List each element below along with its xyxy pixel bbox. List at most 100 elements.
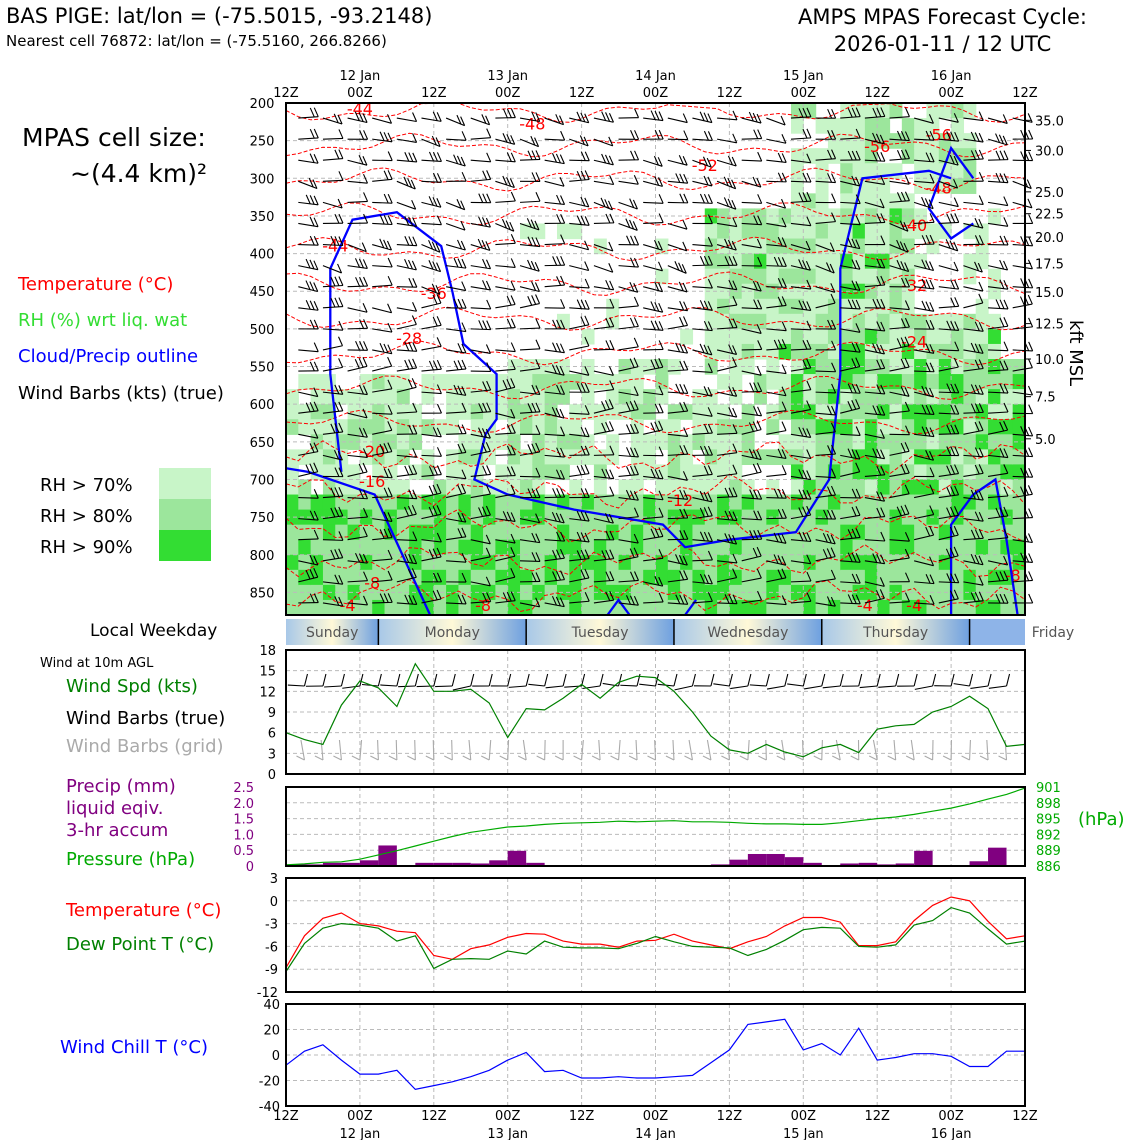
wind-y-tick: 12	[259, 685, 276, 700]
wind-barb-feather	[583, 136, 589, 147]
rh-cell	[286, 419, 299, 435]
rh-cell	[926, 449, 940, 466]
wind-barb-feather	[383, 487, 389, 498]
wind-barb-feather	[876, 276, 882, 286]
wind-barb-feather	[404, 216, 410, 226]
rh-cell	[655, 268, 669, 285]
wind-barb-feather	[978, 195, 984, 205]
rh-cell	[741, 419, 755, 435]
rh-cell	[790, 464, 804, 481]
rh-cell	[766, 374, 780, 390]
wind-barb-shaft	[667, 496, 688, 500]
wind-barb-feather	[412, 217, 418, 227]
grid-wind-feather	[444, 755, 453, 761]
wind-barb-shaft	[544, 159, 565, 165]
wind-barb-feather	[802, 107, 808, 118]
wind-frame	[285, 649, 1026, 775]
wind-barb-shaft	[889, 493, 910, 499]
rh-cell	[655, 389, 669, 405]
rh-cell	[347, 524, 361, 541]
wind-barb-shaft	[618, 539, 639, 544]
wind-barb-feather	[904, 504, 910, 515]
rh-cell	[877, 569, 891, 586]
wind-barb-feather	[334, 423, 340, 433]
wind-barb-feather	[929, 320, 935, 330]
wind-barb-shaft	[519, 117, 540, 123]
rh-cell	[803, 103, 817, 119]
rh-cell	[889, 389, 903, 405]
wind-barb-shaft	[618, 305, 639, 309]
cell-size-title: MPAS cell size:	[22, 123, 206, 152]
wind-barb-feather	[461, 359, 467, 370]
wind-barb-feather	[950, 464, 956, 475]
rh-cell	[556, 374, 570, 390]
wind-barb-shaft	[618, 391, 639, 397]
wind-barb-feather	[313, 401, 319, 412]
wind-barb-shaft	[1012, 493, 1033, 499]
grid-wind-barb	[377, 739, 379, 761]
precip-bar	[969, 861, 989, 866]
true-wind-barb	[582, 685, 601, 690]
wind-barb-feather	[855, 426, 861, 436]
wind-barb-feather	[633, 447, 639, 458]
wind-barb-feather	[362, 385, 368, 395]
rh-cell	[951, 313, 965, 330]
wind-barb-feather	[904, 357, 910, 368]
rh-cell	[384, 599, 398, 616]
wind-barb-feather	[903, 222, 909, 232]
wind-barb-shaft	[889, 513, 910, 520]
rh-cell	[963, 464, 977, 481]
rh-cell	[446, 479, 460, 496]
wind-barb-feather	[974, 421, 980, 432]
wind-barb-feather	[974, 132, 980, 142]
rh-cell	[926, 103, 940, 119]
wind-barb-feather	[781, 568, 787, 579]
rh-cell	[815, 374, 829, 390]
wind-barb-feather	[929, 279, 935, 290]
wind-barb-feather	[802, 128, 808, 139]
wind-barb-feather	[457, 443, 463, 454]
rh-cell	[778, 494, 792, 511]
isotherm-label: -4	[906, 596, 922, 615]
wind-barb-feather	[531, 402, 537, 413]
wind-barb-feather	[559, 343, 565, 353]
wind-barb-feather	[872, 151, 878, 162]
wind-barb-feather	[703, 193, 709, 204]
wind-barb-feather	[903, 242, 909, 253]
wind-barb-feather	[847, 448, 853, 458]
wind-barb-feather	[559, 154, 565, 164]
wind-barb-feather	[485, 505, 491, 516]
wind-barb-feather	[633, 257, 640, 268]
rh-cell	[655, 434, 669, 450]
weekday-band	[673, 619, 822, 645]
wind-barb-feather	[555, 114, 561, 124]
wind-barb-feather	[921, 196, 927, 207]
wind-barb-shaft	[914, 159, 935, 163]
wind-barb-shaft	[298, 496, 319, 499]
wind-barb-shaft	[569, 307, 590, 310]
wind-barb-feather	[855, 150, 861, 161]
rh-cell	[914, 539, 928, 556]
wind-barb-feather	[576, 510, 582, 521]
wind-barb-shaft	[766, 222, 787, 228]
rh-cell	[1000, 599, 1014, 616]
wind-barb-shaft	[643, 201, 664, 204]
wind-barb-feather	[756, 324, 762, 334]
wind-barb-feather	[896, 259, 902, 270]
rh-cell	[914, 464, 928, 481]
wind-barb-feather	[361, 242, 367, 252]
wind-barb-feather	[556, 384, 562, 395]
wind-barb-feather	[556, 194, 562, 205]
wind-barb-feather	[683, 301, 689, 311]
wind-barb-feather	[929, 467, 935, 477]
wind-barb-feather	[675, 342, 681, 353]
wind-barb-feather	[1020, 236, 1026, 246]
rh-cell	[754, 343, 767, 360]
wind-barb-shaft	[446, 368, 467, 372]
wind-barb-feather	[482, 402, 488, 413]
wind-barb-shaft	[544, 180, 565, 187]
wind-barb-shaft	[790, 514, 811, 520]
wind-barb-shaft	[396, 265, 417, 271]
wind-barb-feather	[486, 299, 492, 310]
wind-barb-shaft	[766, 577, 787, 583]
